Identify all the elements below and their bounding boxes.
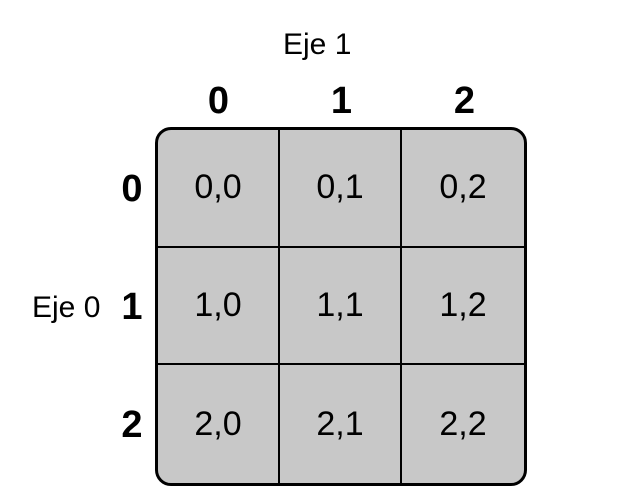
array-grid: 0,0 0,1 0,2 1,0 1,1 1,2 2,0 2,1 2,2 (155, 127, 527, 486)
cell-0-2: 0,2 (402, 130, 524, 248)
cell-2-0: 2,0 (158, 365, 280, 483)
cell-1-1: 1,1 (280, 247, 402, 366)
cell-2-1: 2,1 (280, 365, 402, 483)
cell-1-0: 1,0 (158, 247, 280, 366)
column-index-0: 0 (207, 80, 230, 122)
column-index-2: 2 (453, 80, 476, 122)
row-index-1: 1 (121, 286, 143, 328)
axis-0-title: Eje 0 (32, 291, 101, 324)
cell-2-2: 2,2 (439, 404, 487, 443)
column-index-1: 1 (330, 80, 353, 122)
axis-1-title: Eje 1 (283, 28, 352, 61)
cell-1-2: 1,2 (402, 248, 524, 366)
cell-0-0: 0,0 (158, 130, 280, 248)
row-index-0: 0 (121, 168, 143, 210)
row-index-2: 2 (121, 404, 143, 446)
cell-0-1: 0,1 (280, 130, 402, 248)
